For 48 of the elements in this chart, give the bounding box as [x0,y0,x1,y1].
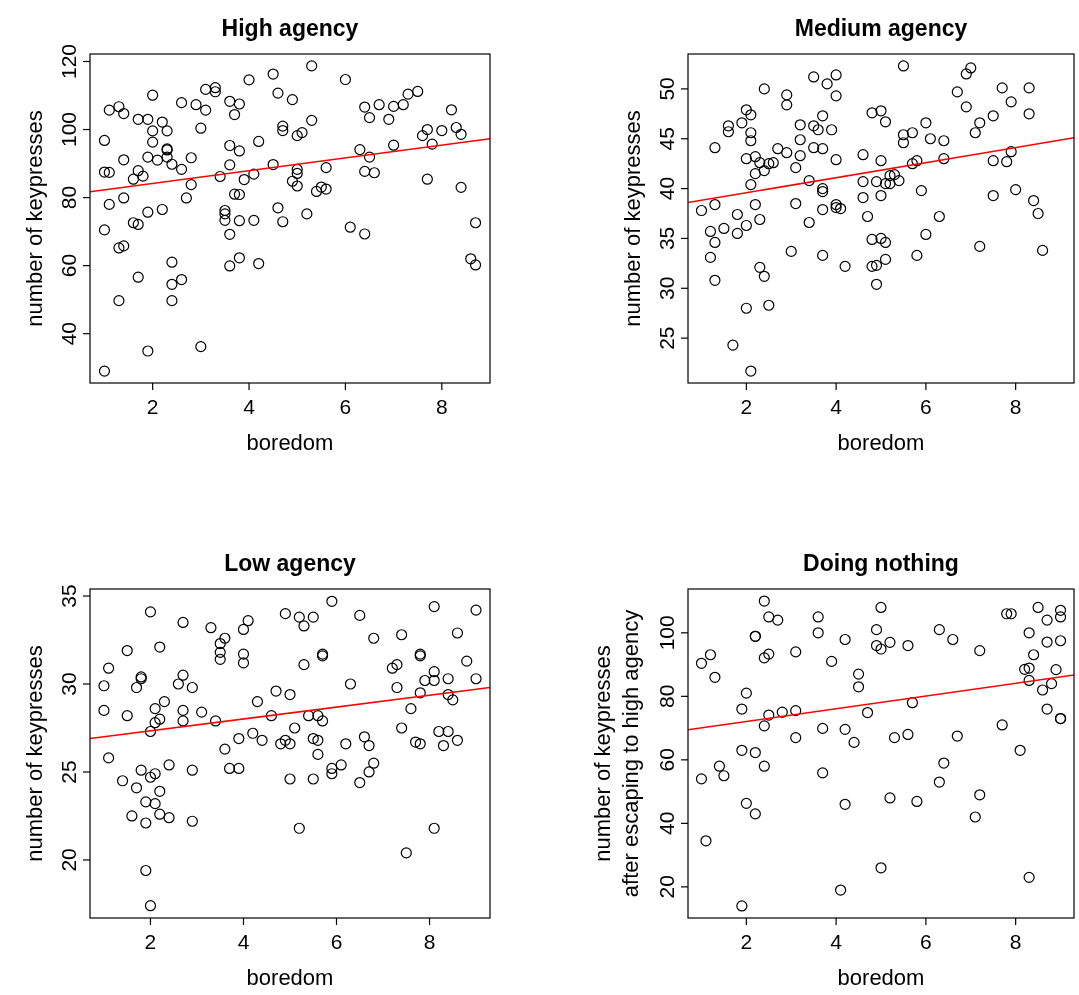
chart-title: Medium agency [794,15,968,41]
x-tick-label: 8 [423,930,436,953]
x-tick-label: 4 [830,395,843,418]
x-tick-label: 2 [146,395,159,418]
x-tick-label: 6 [920,930,932,953]
y-tick-label: 30 [655,276,678,300]
y-tick-label: 40 [655,176,678,201]
y-tick-label: 40 [655,811,678,836]
y-tick-label: 80 [57,185,80,210]
y-axis-title: number of keypresses [22,645,47,862]
y-tick-label: 25 [655,326,678,350]
x-tick-label: 2 [740,395,753,418]
x-axis-title: boredom [837,965,925,990]
x-tick-label: 8 [1009,395,1022,418]
y-tick-label: 60 [57,253,80,278]
x-axis-title: boredom [837,430,925,455]
y-axis-title: number of keypresses [620,110,645,327]
y-axis-title: number of keypresses after escaping to high agency [590,609,643,898]
x-tick-label: 6 [330,930,343,953]
x-tick-label: 2 [740,930,753,953]
y-tick-label: 20 [57,848,80,872]
y-tick-label: 80 [655,684,678,709]
y-tick-label: 120 [57,43,80,80]
y-tick-label: 60 [655,748,678,772]
x-tick-label: 4 [237,930,250,953]
chart-title: Low agency [224,550,357,576]
x-tick-label: 8 [1009,930,1022,953]
y-tick-label: 40 [57,321,80,346]
x-tick-label: 8 [435,395,448,418]
y-tick-label: 50 [655,77,678,101]
x-axis-title: boredom [246,965,334,990]
y-tick-label: 25 [57,760,80,784]
x-tick-label: 2 [144,930,157,953]
y-tick-label: 100 [655,615,678,651]
y-tick-label: 35 [655,226,678,251]
y-tick-label: 35 [57,584,80,608]
x-tick-label: 6 [339,395,352,418]
chart-title: High agency [221,15,359,41]
y-tick-label: 100 [57,112,80,148]
y-tick-label: 30 [57,672,80,696]
x-tick-label: 4 [830,930,843,953]
y-tick-label: 20 [655,875,678,899]
chart-title: Doing nothing [803,550,959,576]
y-tick-label: 45 [655,127,678,151]
x-tick-label: 4 [243,395,256,418]
y-axis-title: number of keypresses [22,110,47,327]
x-axis-title: boredom [246,430,334,455]
x-tick-label: 6 [920,395,932,418]
